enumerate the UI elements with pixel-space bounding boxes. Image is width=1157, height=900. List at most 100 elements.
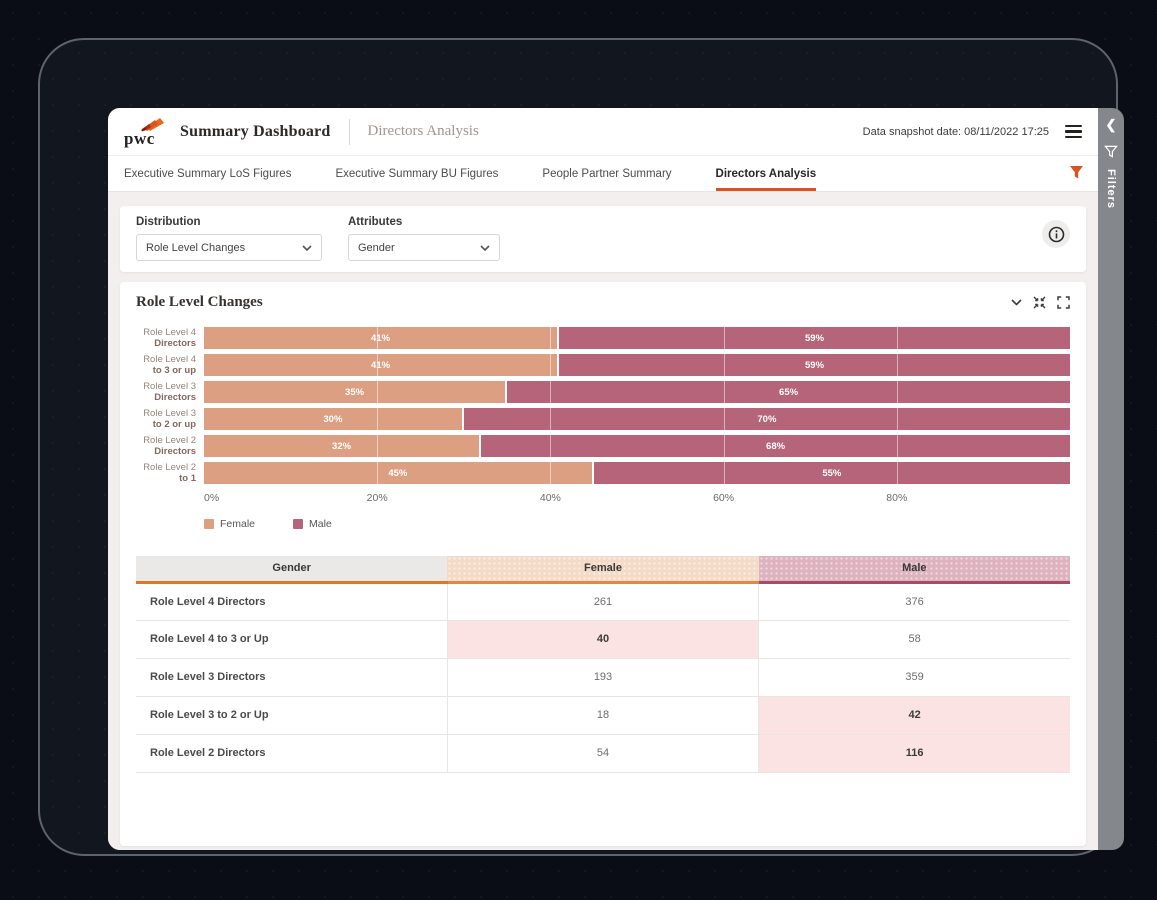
pwc-logo: pwc (124, 114, 168, 150)
cell-female: 261 (446, 582, 759, 621)
bar-track: 32% 68% (204, 435, 1070, 457)
distribution-select[interactable]: Role Level Changes (136, 234, 322, 261)
dashboard-window: pwc Summary Dashboard Directors Analysis… (108, 108, 1098, 850)
bar-segment-female[interactable]: 35% (204, 381, 508, 403)
column-header-female: Female (447, 556, 759, 584)
cell-male: 359 (758, 658, 1070, 697)
bar-track: 35% 65% (204, 381, 1070, 403)
compress-icon[interactable] (1033, 296, 1046, 309)
table-row: Role Level 3 Directors 193 359 (136, 658, 1070, 697)
chart-row: Role Level 4 Directors 41% 59% (136, 327, 1070, 349)
row-label: Role Level 4 Directors (136, 582, 448, 621)
tab-executive-summary-los-figures[interactable]: Executive Summary LoS Figures (124, 167, 292, 180)
filter-controls-panel: Distribution Role Level Changes Attribut… (120, 206, 1086, 272)
bar-segment-female[interactable]: 41% (204, 354, 560, 376)
bar-segment-male[interactable]: 70% (463, 408, 1070, 430)
bar-track: 30% 70% (204, 408, 1070, 430)
bar-track: 41% 59% (204, 327, 1070, 349)
filter-icon (1104, 145, 1118, 158)
chart-row: Role Level 2 Directors 32% 68% (136, 435, 1070, 457)
bar-segment-male[interactable]: 55% (593, 462, 1070, 484)
legend-item-female[interactable]: Female (204, 518, 255, 530)
gender-table: Gender Female Male Role Level 4 Directors 2… (136, 556, 1070, 773)
row-label: Role Level 3 to 2 or Up (136, 696, 448, 735)
column-header-gender: Gender (136, 556, 448, 584)
axis-tick-label: 0% (204, 492, 220, 504)
legend-label: Male (309, 518, 332, 530)
chart-title: Role Level Changes (136, 294, 263, 310)
attributes-select[interactable]: Gender (348, 234, 500, 261)
bar-segment-male[interactable]: 68% (481, 435, 1070, 457)
chevron-down-icon (480, 244, 490, 251)
distribution-label: Distribution (136, 216, 201, 228)
attributes-value: Gender (358, 241, 395, 254)
header-divider (348, 118, 350, 145)
info-button[interactable] (1042, 220, 1070, 248)
info-icon (1048, 226, 1064, 242)
cell-female: 40 (446, 620, 759, 659)
expand-icon[interactable] (1057, 296, 1070, 309)
table-row: Role Level 4 Directors 261 376 (136, 582, 1070, 621)
category-label: Role Level 3 Directors (143, 380, 196, 403)
filter-icon[interactable] (1069, 165, 1084, 180)
tablet-frame: pwc Summary Dashboard Directors Analysis… (38, 38, 1124, 856)
bar-track: 41% 59% (204, 354, 1070, 376)
legend-label: Female (220, 518, 256, 530)
cell-male: 58 (758, 620, 1070, 659)
cell-female: 54 (446, 734, 759, 773)
content-area: Distribution Role Level Changes Attribut… (108, 192, 1098, 850)
chevron-down-icon (302, 244, 312, 251)
attributes-label: Attributes (348, 216, 403, 228)
distribution-value: Role Level Changes (146, 241, 246, 254)
attributes-group: Attributes Gender (348, 216, 500, 262)
distribution-group: Distribution Role Level Changes (136, 216, 322, 262)
hamburger-menu-icon[interactable] (1065, 124, 1082, 139)
bar-segment-male[interactable]: 65% (507, 381, 1070, 403)
legend-swatch (204, 519, 214, 529)
app-title: Summary Dashboard (180, 122, 331, 140)
cell-male: 376 (758, 582, 1070, 621)
collapse-left-icon[interactable]: ❮ (1105, 117, 1117, 132)
filters-rail[interactable]: ❮ Filters (1098, 108, 1124, 850)
bar-segment-female[interactable]: 41% (204, 327, 560, 349)
table-header-row: Gender Female Male (136, 556, 1070, 584)
category-label: Role Level 4 to 3 or up (143, 353, 196, 376)
chart-legend: Female Male (204, 518, 1070, 530)
pwc-flame-icon (141, 117, 164, 131)
tab-directors-analysis[interactable]: Directors Analysis (715, 156, 817, 191)
row-label: Role Level 4 to 3 or Up (136, 620, 448, 659)
chart-row: Role Level 4 to 3 or up 41% 59% (136, 354, 1070, 376)
tab-people-partner-summary[interactable]: People Partner Summary (542, 167, 672, 180)
category-label: Role Level 2 to 1 (143, 461, 196, 484)
row-label: Role Level 2 Directors (136, 734, 448, 773)
chart-row: Role Level 2 to 1 45% 55% (136, 462, 1070, 484)
legend-item-male[interactable]: Male (293, 518, 332, 530)
pwc-wordmark: pwc (124, 128, 155, 148)
cell-male: 42 (758, 696, 1070, 735)
table-row: Role Level 4 to 3 or Up 40 58 (136, 620, 1070, 659)
cell-male: 116 (758, 734, 1070, 773)
tab-bar: Executive Summary LoS Figures Executive S… (108, 156, 1098, 192)
tab-executive-summary-bu-figures[interactable]: Executive Summary BU Figures (335, 167, 499, 180)
table-row: Role Level 3 to 2 or Up 18 42 (136, 696, 1070, 735)
bar-track: 45% 55% (204, 462, 1070, 484)
legend-swatch (293, 519, 304, 529)
x-axis: 0% 20% 40% 60% 80% (204, 490, 1070, 510)
page-title: Directors Analysis (367, 123, 479, 139)
chevron-down-icon[interactable] (1011, 299, 1022, 306)
chart-row: Role Level 3 Directors 35% 65% (136, 381, 1070, 403)
role-level-changes-panel: Role Level Changes (120, 282, 1086, 846)
bar-segment-female[interactable]: 30% (204, 408, 464, 430)
row-label: Role Level 3 Directors (136, 658, 448, 697)
bar-segment-male[interactable]: 59% (559, 327, 1070, 349)
bar-segment-male[interactable]: 59% (559, 354, 1070, 376)
filters-rail-label: Filters (1105, 169, 1117, 210)
panel-header: Role Level Changes (136, 294, 1070, 311)
bar-segment-female[interactable]: 32% (204, 435, 482, 457)
app-header: pwc Summary Dashboard Directors Analysis… (108, 108, 1098, 156)
bar-segment-female[interactable]: 45% (204, 462, 594, 484)
table-row: Role Level 2 Directors 54 116 (136, 734, 1070, 773)
axis-tick-label: 20% (366, 492, 388, 504)
data-snapshot-date: Data snapshot date: 08/11/2022 17:25 (862, 125, 1049, 138)
